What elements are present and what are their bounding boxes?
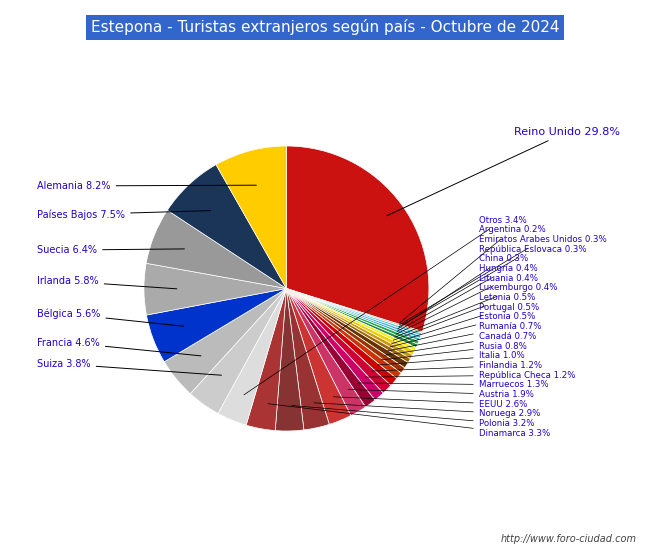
Wedge shape — [287, 289, 351, 425]
Text: Reino Unido 29.8%: Reino Unido 29.8% — [387, 126, 620, 216]
Wedge shape — [287, 289, 410, 362]
Text: Canadá 0.7%: Canadá 0.7% — [385, 332, 536, 355]
Wedge shape — [287, 289, 421, 338]
Text: Letonia 0.5%: Letonia 0.5% — [393, 293, 535, 340]
Text: República Checa 1.2%: República Checa 1.2% — [365, 371, 575, 380]
Text: Polonia 3.2%: Polonia 3.2% — [292, 405, 534, 428]
Text: http://www.foro-ciudad.com: http://www.foro-ciudad.com — [501, 535, 637, 544]
Text: Suecia 6.4%: Suecia 6.4% — [37, 245, 185, 255]
Wedge shape — [287, 289, 420, 341]
Wedge shape — [246, 289, 287, 431]
Wedge shape — [287, 289, 391, 393]
Text: Lituania 0.4%: Lituania 0.4% — [396, 274, 538, 334]
Wedge shape — [287, 289, 416, 351]
Wedge shape — [146, 210, 287, 289]
Wedge shape — [287, 289, 417, 348]
Text: EEUU 2.6%: EEUU 2.6% — [333, 397, 527, 409]
Text: Francia 4.6%: Francia 4.6% — [37, 338, 201, 356]
Text: Austria 1.9%: Austria 1.9% — [348, 389, 534, 399]
Text: Italia 1.0%: Italia 1.0% — [377, 351, 525, 365]
Wedge shape — [287, 289, 422, 336]
Text: Finlandia 1.2%: Finlandia 1.2% — [372, 361, 542, 371]
Wedge shape — [287, 289, 375, 407]
Wedge shape — [287, 289, 422, 333]
Text: Hungría 0.4%: Hungría 0.4% — [397, 264, 538, 332]
Text: Irlanda 5.8%: Irlanda 5.8% — [37, 277, 177, 289]
Text: Portugal 0.5%: Portugal 0.5% — [392, 303, 539, 344]
Wedge shape — [287, 289, 330, 430]
Text: Marruecos 1.3%: Marruecos 1.3% — [358, 380, 549, 389]
Wedge shape — [146, 289, 287, 362]
Text: Noruega 2.9%: Noruega 2.9% — [314, 403, 540, 419]
Wedge shape — [287, 289, 405, 373]
Text: Suiza 3.8%: Suiza 3.8% — [37, 359, 222, 375]
Wedge shape — [216, 146, 287, 289]
Wedge shape — [287, 289, 396, 386]
Text: República Eslovaca 0.3%: República Eslovaca 0.3% — [398, 245, 586, 327]
Wedge shape — [287, 289, 419, 344]
Wedge shape — [275, 289, 304, 431]
Wedge shape — [287, 289, 413, 359]
Text: Estonia 0.5%: Estonia 0.5% — [390, 312, 535, 347]
Wedge shape — [218, 289, 287, 425]
Wedge shape — [144, 263, 287, 315]
Wedge shape — [287, 289, 383, 400]
Wedge shape — [287, 289, 408, 368]
Text: Luxemburgo 0.4%: Luxemburgo 0.4% — [395, 283, 557, 337]
Wedge shape — [287, 289, 401, 379]
Wedge shape — [190, 289, 287, 414]
Wedge shape — [287, 289, 415, 355]
Text: Rusia 0.8%: Rusia 0.8% — [382, 342, 526, 360]
Wedge shape — [287, 146, 429, 332]
Text: China 0.3%: China 0.3% — [398, 254, 528, 329]
Text: Países Bajos 7.5%: Países Bajos 7.5% — [37, 209, 211, 219]
Text: Otros 3.4%: Otros 3.4% — [244, 216, 526, 395]
Text: Argentina 0.2%: Argentina 0.2% — [400, 226, 545, 323]
Text: Dinamarca 3.3%: Dinamarca 3.3% — [268, 404, 550, 438]
Text: Bélgica 5.6%: Bélgica 5.6% — [37, 309, 184, 326]
Text: Emiratos Arabes Unidos 0.3%: Emiratos Arabes Unidos 0.3% — [399, 235, 606, 325]
Text: Rumanía 0.7%: Rumanía 0.7% — [387, 322, 541, 351]
Wedge shape — [164, 289, 287, 394]
Text: Alemania 8.2%: Alemania 8.2% — [37, 181, 256, 191]
Wedge shape — [167, 164, 287, 289]
Wedge shape — [287, 289, 365, 416]
Text: Estepona - Turistas extranjeros según país - Octubre de 2024: Estepona - Turistas extranjeros según pa… — [91, 19, 559, 35]
